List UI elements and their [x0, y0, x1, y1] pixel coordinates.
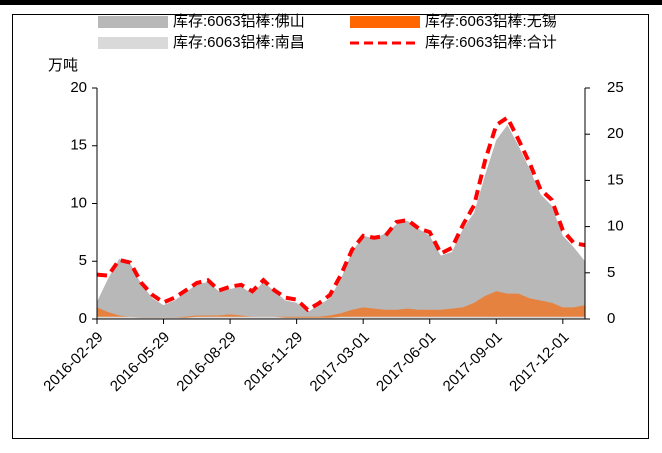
x-tick-label: 2017-03-01	[307, 329, 373, 395]
y-tick-label: 15	[70, 137, 87, 154]
legend-label: 库存:6063铝棒:无锡	[425, 13, 557, 30]
y-axis-label: 万吨	[48, 57, 78, 74]
legend-swatch	[350, 16, 420, 28]
legend-label: 库存:6063铝棒:南昌	[173, 34, 305, 51]
top-rule	[0, 0, 662, 5]
legend-label: 库存:6063铝棒:佛山	[173, 13, 305, 30]
y2-tick-label: 0	[607, 310, 615, 327]
y-tick-label: 10	[70, 194, 87, 211]
legend-swatch	[98, 16, 168, 28]
legend-swatch	[98, 37, 168, 49]
x-tick-label: 2016-08-29	[173, 329, 239, 395]
y2-tick-label: 10	[607, 218, 624, 235]
x-tick-label: 2017-09-01	[440, 329, 506, 395]
y-tick-label: 5	[79, 252, 87, 269]
y-tick-label: 20	[70, 79, 87, 96]
x-tick-label: 2016-02-29	[40, 329, 106, 395]
area	[97, 125, 585, 319]
line	[96, 114, 586, 313]
x-tick-label: 2016-05-29	[107, 329, 173, 395]
x-tick-label: 2017-12-01	[506, 329, 572, 395]
area	[97, 291, 585, 319]
frame	[12, 14, 649, 439]
y-tick-label: 0	[79, 310, 87, 327]
y2-tick-label: 5	[607, 264, 615, 281]
y2-tick-label: 25	[607, 79, 624, 96]
legend-label: 库存:6063铝棒:合计	[425, 34, 557, 51]
area	[97, 316, 585, 319]
y2-tick-label: 15	[607, 171, 624, 188]
x-tick-label: 2016-11-29	[241, 329, 306, 394]
y2-tick-label: 20	[607, 125, 624, 142]
x-tick-label: 2017-06-01	[373, 329, 439, 395]
